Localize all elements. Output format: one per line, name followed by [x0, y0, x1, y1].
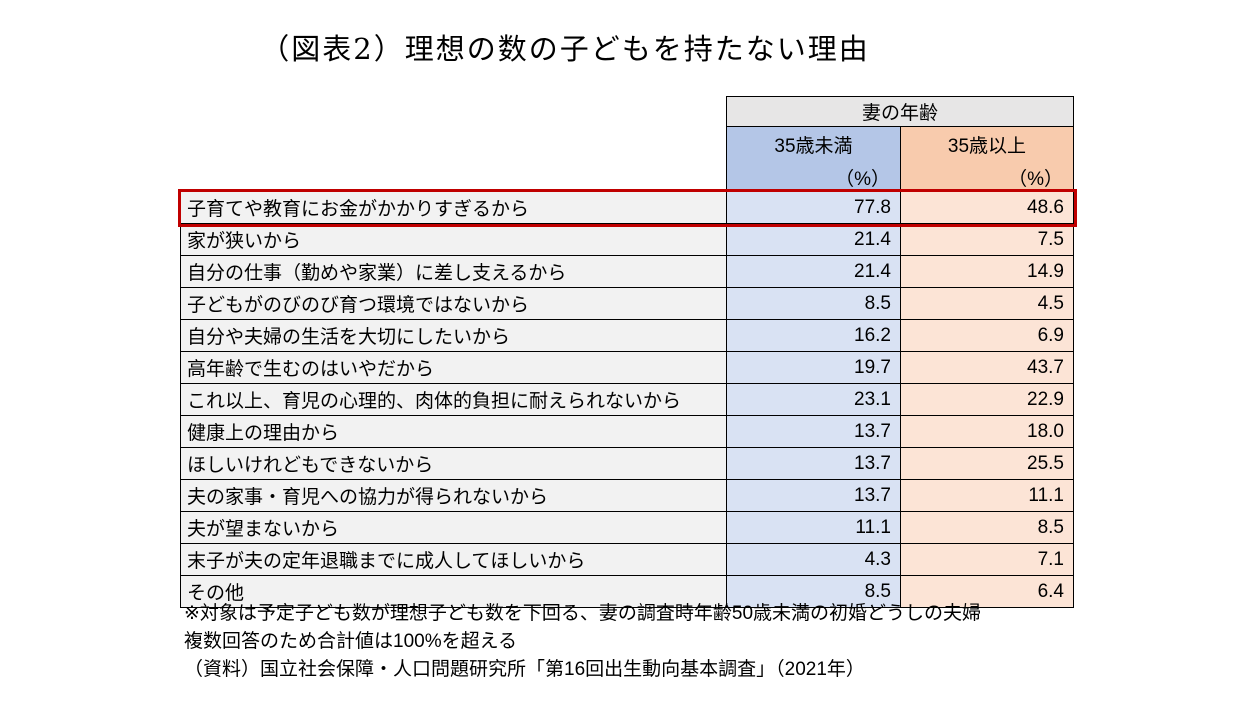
row-label: 夫の家事・育児への協力が得られないから: [180, 479, 727, 512]
table-row: 夫の家事・育児への協力が得られないから 13.7 11.1: [180, 479, 1074, 512]
column-unit-under35: （%）: [835, 169, 890, 190]
table-row: その他 8.5 6.4: [180, 575, 1074, 608]
value-over35: 22.9: [900, 383, 1074, 416]
table-row: 高年齢で生むのはいやだから 19.7 43.7: [180, 351, 1074, 384]
table-row: 夫が望まないから 11.1 8.5: [180, 511, 1074, 544]
column-header-over35: 35歳以上 （%）: [900, 126, 1074, 192]
value-over35: 7.1: [900, 543, 1074, 576]
header-spacer: [180, 126, 727, 192]
table-row: 家が狭いから 21.4 7.5: [180, 223, 1074, 256]
value-over35: 6.4: [900, 575, 1074, 608]
group-header-cell: 妻の年齢: [726, 96, 1074, 127]
row-label: 自分の仕事（勤めや家業）に差し支えるから: [180, 255, 727, 288]
column-label-under35: 35歳未満: [774, 136, 853, 157]
value-under35: 13.7: [726, 479, 901, 512]
row-label: ほしいけれどもできないから: [180, 447, 727, 480]
figure-title: （図表2）理想の数の子どもを持たない理由: [260, 32, 870, 66]
value-over35: 6.9: [900, 319, 1074, 352]
row-label: 高年齢で生むのはいやだから: [180, 351, 727, 384]
value-under35: 23.1: [726, 383, 901, 416]
column-unit-over35: （%）: [1008, 169, 1063, 190]
table-body: 子育てや教育にお金がかかりすぎるから 77.8 48.6 家が狭いから 21.4 7.5 自…: [177, 188, 1077, 608]
column-header-row: 35歳未満 （%） 35歳以上 （%）: [180, 126, 1074, 192]
data-table-wrap: 妻の年齢 35歳未満 （%） 35歳以上 （%） 子育てや教育にお金がかかりすぎ…: [177, 96, 1077, 608]
value-under35: 13.7: [726, 415, 901, 448]
value-over35: 48.6: [900, 191, 1074, 224]
value-over35: 43.7: [900, 351, 1074, 384]
value-under35: 13.7: [726, 447, 901, 480]
table-row: 自分や夫婦の生活を大切にしたいから 16.2 6.9: [180, 319, 1074, 352]
column-label-over35: 35歳以上: [947, 136, 1027, 157]
value-under35: 21.4: [726, 255, 901, 288]
row-label: 家が狭いから: [180, 223, 727, 256]
table-row: 自分の仕事（勤めや家業）に差し支えるから 21.4 14.9: [180, 255, 1074, 288]
value-over35: 14.9: [900, 255, 1074, 288]
value-under35: 11.1: [726, 511, 901, 544]
data-table: 妻の年齢 35歳未満 （%） 35歳以上 （%） 子育てや教育にお金がかかりすぎ…: [177, 96, 1077, 608]
row-label: 夫が望まないから: [180, 511, 727, 544]
value-under35: 21.4: [726, 223, 901, 256]
value-under35: 8.5: [726, 287, 901, 320]
value-over35: 4.5: [900, 287, 1074, 320]
footnote-line-2: 複数回答のため合計値は100%を超える: [184, 631, 518, 653]
row-label: 健康上の理由から: [180, 415, 727, 448]
row-label: 子育てや教育にお金がかかりすぎるから: [180, 191, 727, 224]
table-row: これ以上、育児の心理的、肉体的負担に耐えられないから 23.1 22.9: [180, 383, 1074, 416]
table-row: 子どもがのびのび育つ環境ではないから 8.5 4.5: [180, 287, 1074, 320]
row-label: 子どもがのびのび育つ環境ではないから: [180, 287, 727, 320]
footnote-line-1: ※対象は予定子ども数が理想子ども数を下回る、妻の調査時年齢50歳未満の初婚どうし…: [184, 603, 982, 624]
row-label: 末子が夫の定年退職までに成人してほしいから: [180, 543, 727, 576]
value-over35: 25.5: [900, 447, 1074, 480]
value-over35: 18.0: [900, 415, 1074, 448]
value-over35: 8.5: [900, 511, 1074, 544]
value-under35: 19.7: [726, 351, 901, 384]
row-label: 自分や夫婦の生活を大切にしたいから: [180, 319, 727, 352]
value-over35: 7.5: [900, 223, 1074, 256]
group-header-row: 妻の年齢: [180, 96, 1074, 127]
value-under35: 4.3: [726, 543, 901, 576]
column-header-under35: 35歳未満 （%）: [726, 126, 901, 192]
value-over35: 11.1: [900, 479, 1074, 512]
row-label: これ以上、育児の心理的、肉体的負担に耐えられないから: [180, 383, 727, 416]
value-under35: 16.2: [726, 319, 901, 352]
footnotes: ※対象は予定子ども数が理想子ども数を下回る、妻の調査時年齢50歳未満の初婚どうし…: [184, 600, 981, 684]
header-spacer: [180, 96, 727, 127]
table-row: 末子が夫の定年退職までに成人してほしいから 4.3 7.1: [180, 543, 1074, 576]
footnote-line-3: （資料）国立社会保障・人口問題研究所「第16回出生動向基本調査」（2021年）: [184, 659, 865, 681]
value-under35: 77.8: [726, 191, 901, 224]
row-label: その他: [180, 575, 727, 608]
table-row: ほしいけれどもできないから 13.7 25.5: [180, 447, 1074, 480]
table-row: 健康上の理由から 13.7 18.0: [180, 415, 1074, 448]
table-row: 子育てや教育にお金がかかりすぎるから 77.8 48.6: [177, 188, 1077, 227]
